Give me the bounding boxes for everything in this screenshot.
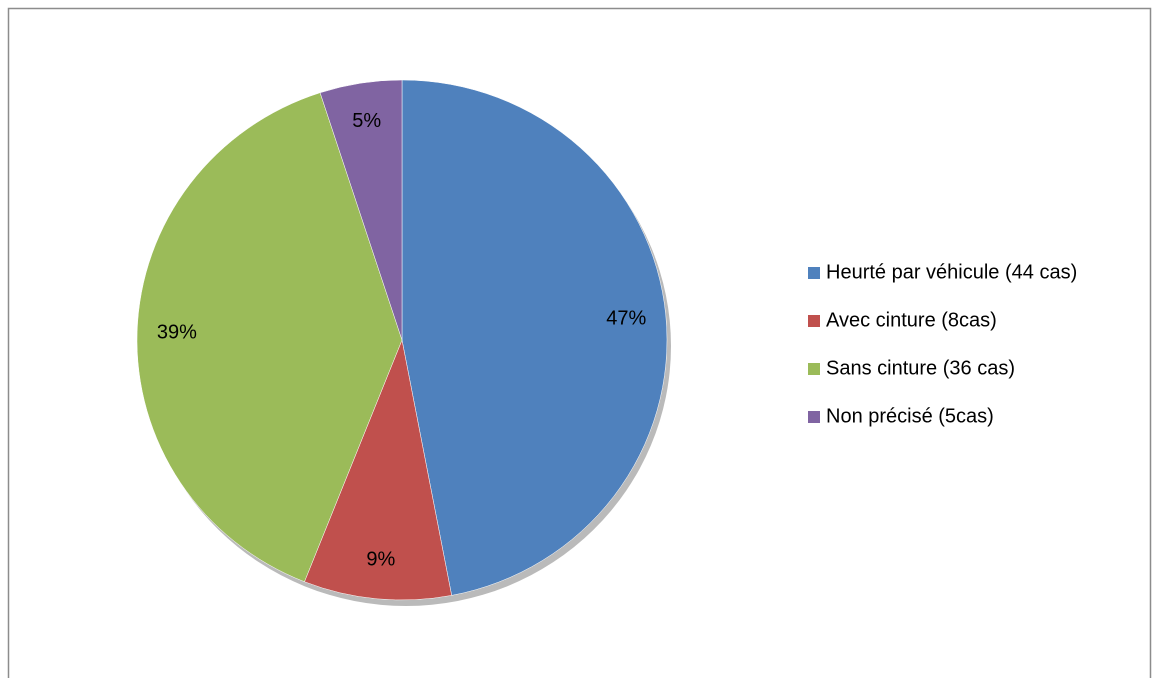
legend-label: Avec cinture (8cas)	[826, 309, 997, 331]
pie-slice	[304, 339, 452, 601]
data-label: 39%	[157, 321, 197, 343]
legend-swatch	[808, 315, 820, 327]
chart-frame	[7, 7, 1152, 678]
legend-swatch	[808, 411, 820, 423]
legend-label: Sans cinture (36 cas)	[826, 357, 1015, 379]
pie-slice	[401, 79, 668, 596]
legend-swatch	[808, 363, 820, 375]
legend-label: Heurté par véhicule (44 cas)	[826, 261, 1077, 283]
pie-slice	[136, 92, 403, 583]
legend-swatch	[808, 267, 820, 279]
legend-label: Non précisé (5cas)	[826, 405, 994, 427]
data-label: 47%	[606, 307, 646, 329]
data-label: 5%	[352, 110, 381, 132]
data-label: 9%	[366, 548, 395, 570]
pie-slice	[319, 79, 403, 341]
